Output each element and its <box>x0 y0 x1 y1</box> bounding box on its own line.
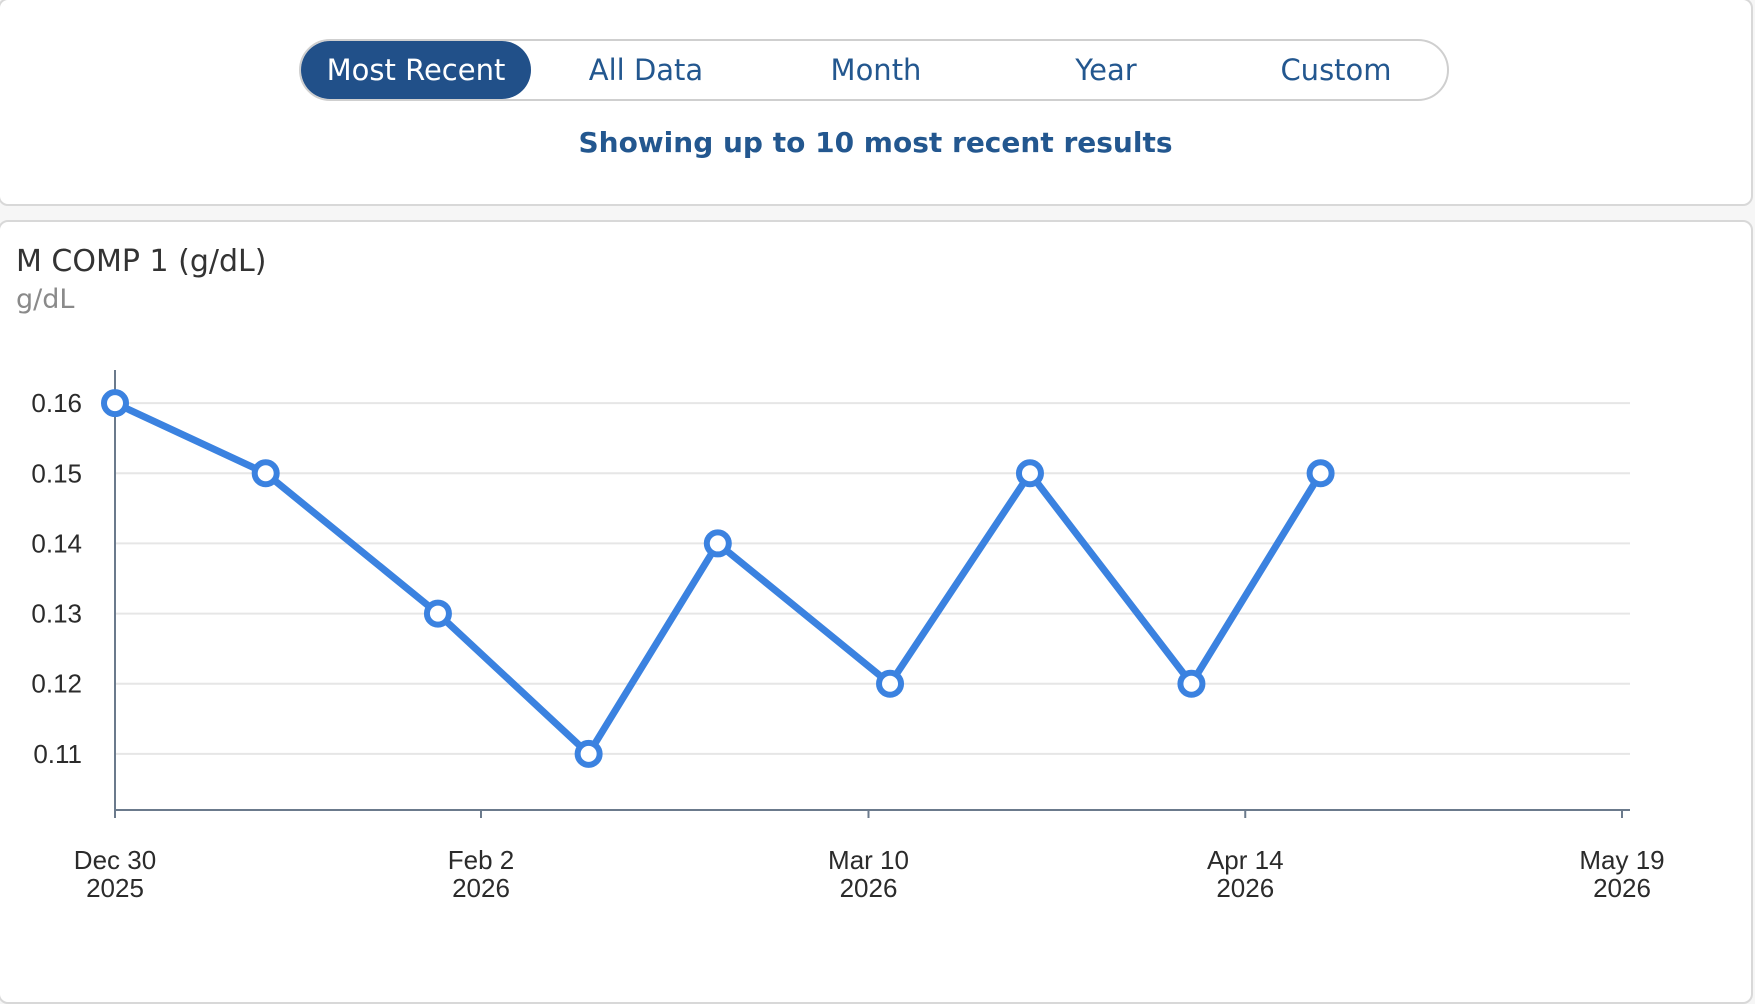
chart-title: M COMP 1 (g/dL) <box>16 244 267 279</box>
data-point <box>423 599 452 628</box>
tab-all-data[interactable]: All Data <box>588 53 704 87</box>
tab-year[interactable]: Year <box>1075 53 1137 87</box>
filter-panel: Most Recent All Data Month Year Custom S… <box>0 0 1753 206</box>
x-tick-year-label: 2026 <box>1593 873 1651 903</box>
x-tick-label: Apr 14 <box>1207 845 1284 875</box>
data-point <box>1015 459 1044 488</box>
time-range-selector: Most Recent All Data Month Year Custom <box>299 39 1449 101</box>
results-note: Showing up to 10 most recent results <box>578 126 1173 159</box>
y-tick-label: 0.11 <box>33 739 82 769</box>
y-tick-label: 0.15 <box>31 458 82 488</box>
series-line <box>111 399 1325 758</box>
tab-custom[interactable]: Custom <box>1280 53 1392 87</box>
y-tick-label: 0.12 <box>31 669 82 699</box>
chart-card: M COMP 1 (g/dL) g/dL 0.11 0.12 0.13 0.14 0.1… <box>0 220 1753 1004</box>
tab-month[interactable]: Month <box>830 53 922 87</box>
x-tick-label: Mar 10 <box>828 845 909 875</box>
x-tick-year-label: 2025 <box>86 873 144 903</box>
y-tick-label: 0.16 <box>31 388 82 418</box>
data-point <box>1177 669 1206 698</box>
tab-most-recent[interactable]: Most Recent <box>301 41 531 99</box>
x-tick-year-label: 2026 <box>452 873 510 903</box>
data-point <box>251 459 280 488</box>
y-tick-label: 0.13 <box>31 599 82 629</box>
x-tick-label: May 19 <box>1579 845 1664 875</box>
data-point <box>101 389 129 418</box>
data-point <box>703 529 732 558</box>
x-tick-year-label: 2026 <box>840 873 898 903</box>
data-point <box>876 669 905 698</box>
x-tick-year-label: 2026 <box>1216 873 1274 903</box>
data-point <box>1306 459 1335 488</box>
data-point <box>574 739 603 768</box>
chart-unit: g/dL <box>16 284 75 315</box>
x-tick-label: Dec 30 <box>74 845 156 875</box>
y-tick-label: 0.14 <box>31 528 82 558</box>
x-tick-label: Feb 2 <box>448 845 515 875</box>
